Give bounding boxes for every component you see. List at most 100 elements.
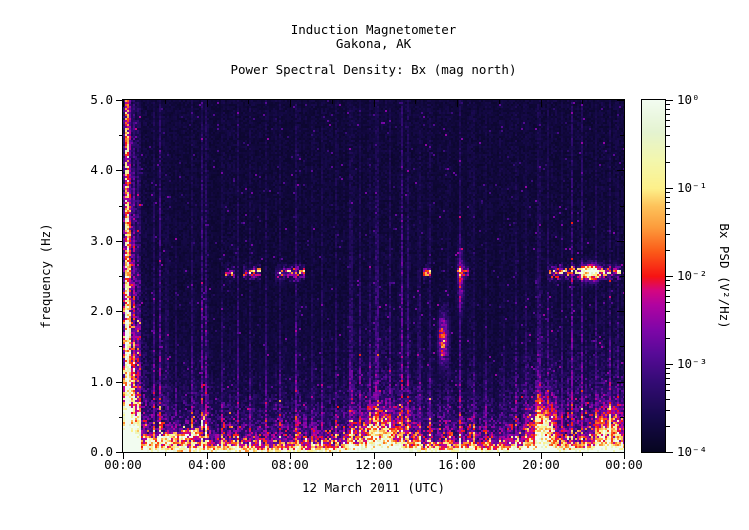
x-minor-tick-top [499, 100, 500, 104]
colorbar-minor-tick [665, 338, 670, 339]
y-tick-label: 1.0 [90, 374, 113, 389]
y-major-tick [116, 241, 123, 242]
colorbar-minor-tick [665, 373, 670, 374]
x-major-tick [541, 452, 542, 459]
y-major-tick [116, 170, 123, 171]
x-major-tick [374, 452, 375, 459]
y-axis-label: frequency (Hz) [38, 223, 53, 329]
colorbar-minor-tick [665, 146, 670, 147]
x-major-tick-top [624, 100, 625, 107]
x-major-tick [457, 452, 458, 459]
colorbar-minor-tick [665, 290, 670, 291]
colorbar-minor-tick [665, 223, 670, 224]
x-axis-label: 12 March 2011 (UTC) [302, 480, 445, 495]
page-subtitle-site: Gakona, AK [335, 36, 412, 51]
colorbar-minor-tick [665, 399, 670, 400]
y-major-tick-right [617, 452, 624, 453]
y-minor-tick [119, 417, 123, 418]
x-tick-label: 16:00 [438, 457, 476, 472]
y-minor-tick-right [620, 417, 624, 418]
x-major-tick-top [374, 100, 375, 107]
page-title: Induction Magnetometer [290, 22, 457, 37]
colorbar-minor-tick [665, 426, 670, 427]
colorbar-minor-tick [665, 322, 670, 323]
spectrogram-canvas [123, 100, 624, 452]
colorbar-minor-tick [665, 311, 670, 312]
colorbar-tick-label: 10⁻⁴ [677, 444, 708, 459]
x-minor-tick [582, 452, 583, 456]
colorbar-tick-label: 10⁻² [677, 268, 708, 283]
colorbar-minor-tick [665, 208, 670, 209]
colorbar-minor-tick [665, 202, 670, 203]
colorbar-minor-tick [665, 162, 670, 163]
x-tick-label: 12:00 [355, 457, 393, 472]
colorbar-minor-tick [665, 114, 670, 115]
y-major-tick-right [617, 170, 624, 171]
colorbar-minor-tick [665, 120, 670, 121]
colorbar-minor-tick [665, 126, 670, 127]
y-tick-label: 2.0 [90, 303, 113, 318]
x-major-tick-top [123, 100, 124, 107]
plot-title: Power Spectral Density: Bx (mag north) [230, 62, 517, 77]
y-major-tick [116, 382, 123, 383]
colorbar-minor-tick [665, 384, 670, 385]
x-minor-tick-top [165, 100, 166, 104]
x-minor-tick [332, 452, 333, 456]
colorbar-minor-tick [665, 109, 670, 110]
colorbar-tick-label: 10⁻¹ [677, 180, 708, 195]
x-tick-label: 08:00 [271, 457, 309, 472]
y-major-tick [116, 311, 123, 312]
y-minor-tick [119, 135, 123, 136]
x-tick-label: 00:00 [104, 457, 142, 472]
x-major-tick [207, 452, 208, 459]
y-minor-tick [119, 346, 123, 347]
x-major-tick [290, 452, 291, 459]
colorbar-minor-tick [665, 302, 670, 303]
colorbar-canvas [642, 100, 665, 452]
x-minor-tick [165, 452, 166, 456]
colorbar-major-tick [665, 276, 673, 277]
colorbar-tick-label: 10⁻³ [677, 356, 708, 371]
colorbar-minor-tick [665, 410, 670, 411]
y-minor-tick-right [620, 135, 624, 136]
colorbar-minor-tick [665, 378, 670, 379]
colorbar-minor-tick [665, 390, 670, 391]
x-minor-tick-top [415, 100, 416, 104]
colorbar-minor-tick [665, 250, 670, 251]
x-major-tick-top [207, 100, 208, 107]
colorbar-major-tick [665, 188, 673, 189]
y-minor-tick-right [620, 276, 624, 277]
colorbar-title: Bx PSD (V²/Hz) [717, 223, 732, 329]
x-tick-label: 00:00 [605, 457, 643, 472]
x-major-tick-top [457, 100, 458, 107]
colorbar-minor-tick [665, 285, 670, 286]
colorbar-major-tick [665, 100, 673, 101]
x-major-tick-top [290, 100, 291, 107]
colorbar-minor-tick [665, 104, 670, 105]
y-major-tick [116, 452, 123, 453]
y-major-tick-right [617, 241, 624, 242]
colorbar-minor-tick [665, 234, 670, 235]
y-major-tick-right [617, 382, 624, 383]
y-minor-tick-right [620, 346, 624, 347]
x-major-tick [123, 452, 124, 459]
x-minor-tick-top [582, 100, 583, 104]
y-major-tick-right [617, 100, 624, 101]
colorbar-tick-label: 10⁰ [677, 92, 700, 107]
x-minor-tick [415, 452, 416, 456]
colorbar-major-tick [665, 364, 673, 365]
x-tick-label: 20:00 [522, 457, 560, 472]
colorbar-minor-tick [665, 135, 670, 136]
x-minor-tick [499, 452, 500, 456]
colorbar-minor-tick [665, 280, 670, 281]
x-tick-label: 04:00 [188, 457, 226, 472]
y-tick-label: 3.0 [90, 233, 113, 248]
y-minor-tick [119, 276, 123, 277]
y-tick-label: 4.0 [90, 162, 113, 177]
y-tick-label: 0.0 [90, 444, 113, 459]
colorbar-minor-tick [665, 197, 670, 198]
x-minor-tick-top [248, 100, 249, 104]
x-minor-tick-top [332, 100, 333, 104]
y-major-tick-right [617, 311, 624, 312]
